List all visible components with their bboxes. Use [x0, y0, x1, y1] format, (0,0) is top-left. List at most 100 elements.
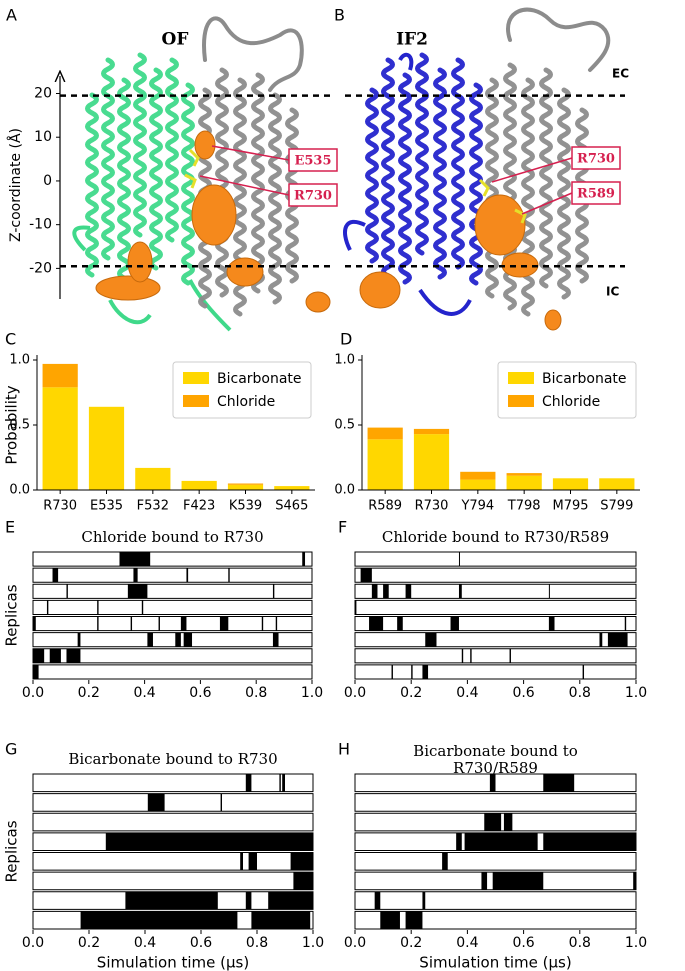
label-box: [288, 148, 338, 172]
x-tick-label: 0.6: [512, 685, 534, 701]
bound-interval: [509, 648, 511, 663]
x-axis-label: Simulation time (µs): [419, 954, 571, 971]
bound-interval: [548, 584, 550, 599]
bound-interval: [543, 774, 575, 792]
bar-segment: [413, 434, 450, 490]
replica-row: [354, 583, 637, 599]
bound-interval: [293, 872, 313, 890]
x-tick-label: 1.0: [625, 685, 647, 701]
panel-letter: G: [5, 740, 17, 759]
bar-segment: [460, 479, 496, 490]
ligand: [184, 148, 200, 189]
x-tick-label: 0.0: [22, 685, 44, 701]
y-axis-label: Probability: [3, 385, 21, 464]
bar-segment: [552, 478, 589, 490]
x-tick-label: 0.8: [569, 685, 591, 701]
helix: [117, 77, 131, 299]
helix: [521, 77, 535, 317]
replica-row: [32, 567, 313, 583]
replica-row: [354, 648, 637, 664]
region-label: EC: [612, 67, 629, 81]
z-tick-label: 20: [34, 85, 52, 101]
bound-interval: [422, 664, 429, 679]
helix: [433, 67, 447, 280]
bound-interval: [248, 852, 257, 871]
bound-interval: [484, 813, 502, 831]
x-tick-label: Y794: [460, 499, 494, 514]
replica-row: [354, 616, 637, 632]
plot-title: Chloride bound to R730/R589: [382, 528, 609, 546]
helix: [85, 92, 99, 278]
bound-interval: [33, 664, 39, 679]
bound-interval: [180, 616, 187, 631]
bound-interval: [470, 648, 472, 663]
helix: [165, 57, 179, 243]
replica-row: [354, 551, 637, 567]
bound-interval: [380, 911, 400, 929]
label-box: [571, 181, 621, 205]
bar-segment: [42, 363, 78, 388]
callout-line: [521, 192, 573, 215]
helix: [381, 57, 395, 297]
y-tick-label: 0.5: [334, 418, 355, 433]
replica-row: [32, 852, 314, 871]
panel-letter: B: [334, 6, 345, 25]
callout-line: [491, 157, 573, 183]
bound-interval: [66, 648, 81, 663]
helix: [415, 52, 429, 256]
bound-interval: [355, 600, 357, 615]
bound-interval: [127, 584, 148, 599]
x-axis-label: Simulation time (µs): [97, 954, 249, 971]
bar-segment: [227, 484, 264, 490]
bar-segment: [413, 428, 450, 435]
bound-interval: [119, 552, 151, 567]
bound-interval: [125, 891, 218, 910]
bound-interval: [302, 552, 306, 567]
x-tick-label: 0.2: [400, 935, 422, 951]
bound-interval: [405, 584, 412, 599]
bar-segment: [367, 427, 403, 440]
panel-letter: A: [6, 6, 17, 25]
panel-letter: E: [5, 518, 15, 537]
bar-segment: [88, 406, 125, 490]
x-tick-label: 0.4: [456, 935, 478, 951]
density-blob: [359, 271, 401, 309]
bound-interval: [442, 852, 448, 871]
bound-interval: [503, 813, 513, 831]
bound-interval: [52, 568, 59, 583]
loop: [72, 225, 232, 332]
replica-row: [32, 664, 313, 680]
bound-interval: [360, 568, 372, 583]
density-blob: [226, 257, 264, 287]
x-tick-label: 0.6: [189, 685, 211, 701]
helix: [268, 92, 282, 305]
helix: [215, 67, 229, 298]
bound-interval: [456, 832, 462, 851]
helix: [101, 57, 115, 261]
bound-interval: [489, 774, 496, 792]
bound-interval: [282, 774, 285, 792]
density-blob: [474, 194, 526, 256]
helix: [251, 72, 265, 294]
x-tick-label: 0.0: [344, 685, 366, 701]
replica-row: [32, 551, 313, 567]
loop: [202, 16, 304, 92]
helix: [133, 52, 147, 238]
callout-line: [199, 175, 290, 196]
bound-interval: [186, 568, 189, 583]
bound-interval: [369, 616, 384, 631]
bound-interval: [66, 584, 68, 599]
bound-interval: [147, 793, 165, 812]
bound-interval: [599, 632, 603, 647]
replica-row: [32, 632, 313, 648]
y-tick-label: 1.0: [334, 353, 355, 368]
bound-interval: [80, 911, 238, 929]
x-tick-label: R589: [368, 499, 402, 514]
helix: [181, 82, 195, 286]
z-tick-label: -10: [29, 217, 52, 233]
bound-interval: [133, 568, 138, 583]
helix: [485, 77, 499, 299]
legend-swatch: [183, 395, 209, 407]
bound-interval: [374, 891, 381, 910]
